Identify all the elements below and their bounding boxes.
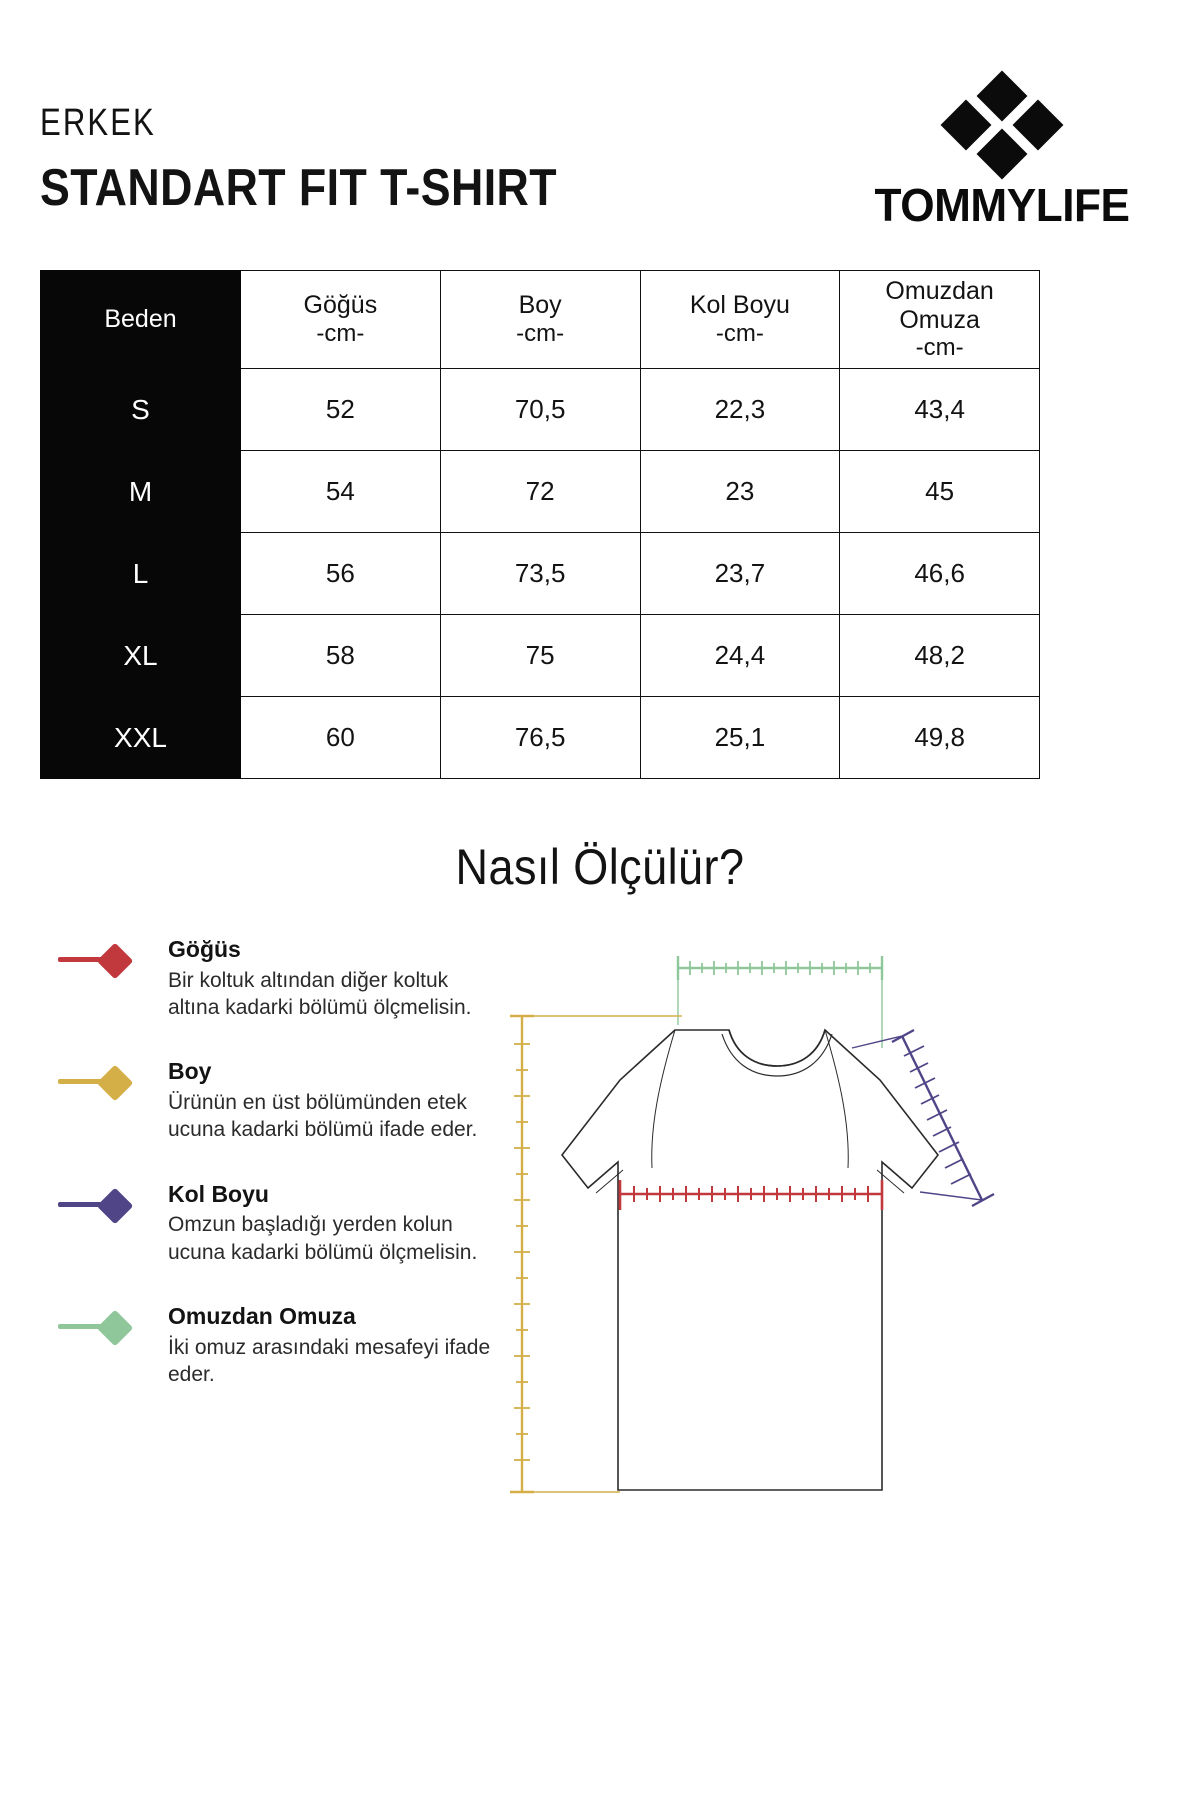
legend-title: Boy — [168, 1058, 212, 1085]
diamond-right-icon — [1012, 99, 1064, 151]
legend-description: İki omuz arasındaki mesafeyi ifade eder. — [168, 1335, 491, 1387]
page-kicker: ERKEK — [40, 102, 156, 144]
column-header-omuzdan-omuza: Omuzdan Omuza -cm- — [839, 270, 1040, 369]
title-block: ERKEK STANDART FIT T-SHIRT — [40, 104, 641, 214]
cell-kol-boyu: 23 — [639, 450, 841, 533]
cell-beden: M — [40, 450, 241, 533]
boy-ruler — [510, 1014, 682, 1494]
cell-omuzdan-omuza: 46,6 — [839, 532, 1040, 615]
legend-description: Bir koltuk altından diğer koltuk altına … — [168, 968, 472, 1020]
marker-line — [58, 957, 120, 962]
cell-omuzdan-omuza: 45 — [839, 450, 1040, 533]
measurement-legend: Göğüs Bir koltuk altından diğer koltuk a… — [58, 935, 498, 1424]
diamond-marker-boy-icon — [58, 1063, 154, 1102]
table-row: S 52 70,5 22,3 43,4 — [40, 368, 1040, 451]
diamond-marker-gogus-icon — [58, 941, 154, 980]
table-header-row: Beden Göğüs -cm- Boy -cm- Kol Boyu -cm- … — [40, 270, 1040, 369]
cell-omuzdan-omuza: 43,4 — [839, 368, 1040, 451]
cell-gogus: 52 — [240, 368, 441, 451]
marker-diamond — [96, 942, 134, 980]
brand-wordmark: TOMMYLIFE — [874, 179, 1130, 231]
diamond-top-icon — [976, 70, 1028, 122]
four-diamond-logo-icon — [940, 70, 1064, 180]
legend-description: Ürünün en üst bölümünden etek ucuna kada… — [168, 1091, 478, 1142]
omuzdan-omuza-ruler — [676, 956, 884, 1048]
marker-diamond — [96, 1309, 134, 1347]
diamond-bottom-icon — [976, 128, 1028, 180]
cell-gogus: 56 — [240, 532, 441, 615]
cell-boy: 70,5 — [439, 368, 641, 451]
table-header: Beden Göğüs -cm- Boy -cm- Kol Boyu -cm- … — [40, 270, 1040, 369]
cell-gogus: 58 — [240, 614, 441, 697]
table-row: XXL 60 76,5 25,1 49,8 — [40, 696, 1040, 779]
column-header-gogus: Göğüs -cm- — [240, 270, 441, 369]
column-header-kol-boyu: Kol Boyu -cm- — [639, 270, 841, 369]
cell-beden: S — [40, 368, 241, 451]
cell-beden: L — [40, 532, 241, 615]
cell-kol-boyu: 25,1 — [639, 696, 841, 779]
cell-kol-boyu: 23,7 — [639, 532, 841, 615]
column-header-beden: Beden — [40, 270, 241, 369]
cell-boy: 75 — [439, 614, 641, 697]
page-header: ERKEK STANDART FIT T-SHIRT TOMMYLIFE — [0, 0, 1200, 250]
legend-item-omuzdan-omuza: Omuzdan Omuza İki omuz arasındaki mesafe… — [58, 1302, 498, 1388]
cell-gogus: 60 — [240, 696, 441, 779]
table-body: S 52 70,5 22,3 43,4 M 54 72 23 45 L 56 7… — [40, 368, 1040, 779]
cell-kol-boyu: 22,3 — [639, 368, 841, 451]
size-chart-table: Beden Göğüs -cm- Boy -cm- Kol Boyu -cm- … — [40, 270, 1040, 779]
legend-item-gogus: Göğüs Bir koltuk altından diğer koltuk a… — [58, 935, 498, 1021]
marker-line — [58, 1201, 120, 1207]
marker-diamond — [96, 1187, 134, 1225]
legend-description: Omzun başladığı yerden kolun ucuna kadar… — [168, 1213, 478, 1264]
brand-logo: TOMMYLIFE — [852, 70, 1152, 231]
table-row: L 56 73,5 23,7 46,6 — [40, 532, 1040, 615]
tshirt-measurement-diagram — [500, 930, 1080, 1550]
cell-omuzdan-omuza: 48,2 — [839, 614, 1040, 697]
cell-beden: XL — [40, 614, 241, 697]
diamond-marker-omuzdan-omuza-icon — [58, 1308, 154, 1347]
cell-beden: XXL — [40, 696, 241, 779]
legend-title: Kol Boyu — [168, 1180, 269, 1207]
marker-line — [58, 1079, 120, 1085]
table-row: M 54 72 23 45 — [40, 450, 1040, 533]
gogus-ruler — [618, 1180, 884, 1210]
cell-gogus: 54 — [240, 450, 441, 533]
marker-diamond — [96, 1064, 134, 1102]
legend-item-kol-boyu: Kol Boyu Omzun başladığı yerden kolun uc… — [58, 1180, 498, 1266]
kol-boyu-ruler — [851, 1028, 995, 1208]
cell-boy: 73,5 — [439, 532, 641, 615]
diamond-left-icon — [940, 99, 992, 151]
table-row: XL 58 75 24,4 48,2 — [40, 614, 1040, 697]
tshirt-outline-icon — [560, 1028, 940, 1491]
column-header-boy: Boy -cm- — [439, 270, 641, 369]
legend-title: Omuzdan Omuza — [168, 1303, 356, 1330]
page-title: STANDART FIT T-SHIRT — [40, 159, 558, 217]
diamond-marker-kol-boyu-icon — [58, 1186, 154, 1225]
cell-boy: 76,5 — [439, 696, 641, 779]
legend-title: Göğüs — [168, 936, 241, 962]
legend-item-boy: Boy Ürünün en üst bölümünden etek ucuna … — [58, 1057, 498, 1143]
cell-kol-boyu: 24,4 — [639, 614, 841, 697]
cell-boy: 72 — [439, 450, 641, 533]
how-to-measure-heading: Nasıl Ölçülür? — [455, 839, 745, 895]
marker-line — [58, 1324, 120, 1330]
cell-omuzdan-omuza: 49,8 — [839, 696, 1040, 779]
